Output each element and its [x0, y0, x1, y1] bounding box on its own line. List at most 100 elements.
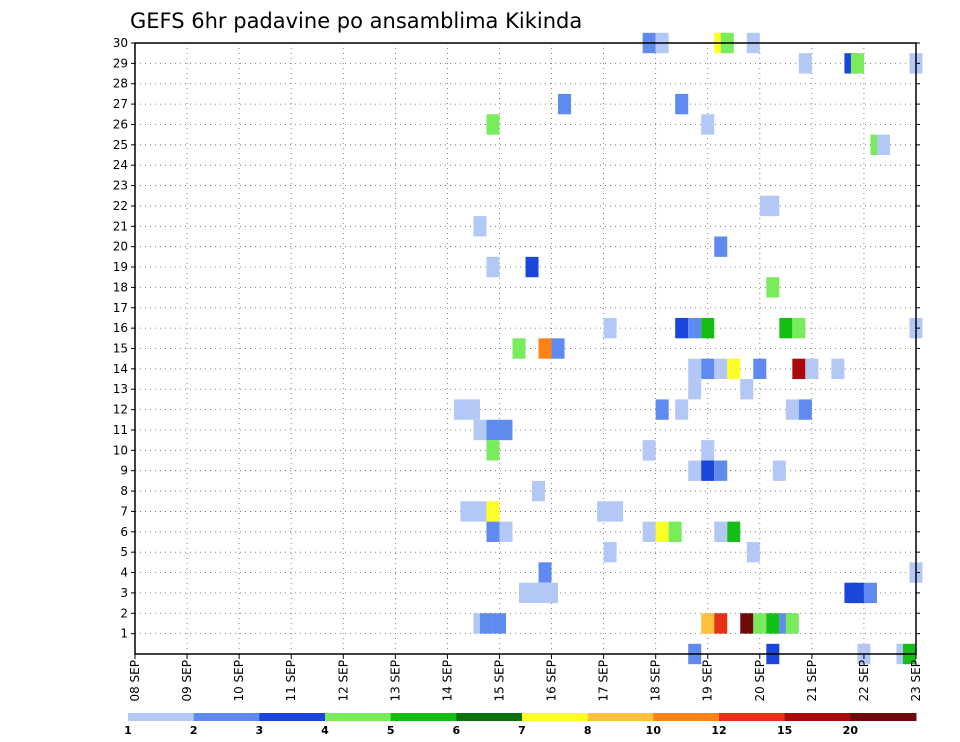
heatmap-cell — [518, 582, 533, 604]
legend-label: 3 — [256, 724, 264, 737]
heatmap-cell — [831, 358, 845, 380]
x-tick-label: 21 SEP — [805, 660, 819, 702]
legend-swatch — [456, 713, 523, 721]
heatmap-cell — [798, 399, 812, 420]
y-tick-label: 22 — [113, 199, 128, 213]
legend-label: 4 — [321, 724, 329, 737]
y-tick-label: 7 — [120, 504, 128, 518]
heatmap-cell — [642, 440, 656, 461]
heatmap-cell — [492, 613, 506, 634]
x-tick-label: 08 SEP — [128, 660, 142, 702]
heatmap-cell — [525, 256, 539, 278]
heatmap-cell — [512, 338, 526, 359]
y-tick-label: 26 — [113, 117, 128, 131]
heatmap-cell — [876, 134, 890, 156]
y-tick-label: 24 — [113, 158, 128, 172]
heatmap-cell — [772, 460, 786, 481]
color-legend: 1 2 3 4 5 6 7 8 10 12 15 20 — [124, 713, 917, 737]
heatmap-cell — [785, 399, 799, 420]
heatmap-cell — [473, 419, 487, 441]
y-tick-label: 30 — [113, 36, 128, 50]
legend-swatch — [522, 713, 589, 721]
heatmap-cell — [785, 613, 799, 634]
heatmap-cell — [603, 541, 617, 563]
heatmap-cell — [545, 582, 559, 604]
heatmap-cell — [610, 501, 624, 522]
heatmap-cell — [746, 541, 760, 563]
heatmap-cell — [792, 317, 806, 339]
heatmap-cell — [727, 521, 741, 542]
heatmap-cell — [486, 419, 500, 441]
heatmap-cell — [486, 256, 500, 278]
heatmap-cell — [766, 195, 780, 217]
heatmap-cells — [453, 32, 923, 665]
heatmap-cell — [850, 582, 864, 604]
heatmap-cell — [714, 358, 728, 380]
y-tick-label: 19 — [113, 260, 128, 274]
y-tick-label: 20 — [113, 240, 128, 254]
heatmap-cell — [688, 460, 702, 481]
heatmap-cell — [753, 613, 767, 634]
heatmap-cell — [558, 93, 572, 115]
heatmap-cell — [499, 521, 513, 542]
heatmap-cell — [532, 582, 546, 604]
heatmap-cell — [538, 338, 552, 359]
legend-swatch — [390, 713, 457, 721]
heatmap-cell — [701, 317, 715, 339]
legend-label: 2 — [190, 724, 198, 737]
legend-swatch — [653, 713, 720, 721]
heatmap-cell — [805, 358, 819, 380]
legend-swatch — [128, 713, 195, 721]
y-tick-label: 1 — [120, 627, 128, 641]
x-tick-label: 10 SEP — [232, 660, 246, 702]
heatmap-cell — [532, 480, 546, 502]
legend-label: 7 — [518, 724, 526, 737]
heatmap-cell — [486, 440, 500, 461]
x-tick-label: 22 SEP — [857, 660, 871, 702]
x-tick-label: 12 SEP — [336, 660, 350, 702]
y-tick-label: 8 — [120, 484, 128, 498]
heatmap-cell — [486, 501, 500, 522]
heatmap-cell — [850, 53, 864, 74]
y-tick-label: 5 — [120, 545, 128, 559]
legend-swatch — [259, 713, 326, 721]
legend-label: 12 — [711, 724, 726, 737]
heatmap-cell — [798, 53, 812, 74]
heatmap-cell — [701, 460, 715, 481]
y-tick-label: 25 — [113, 138, 128, 152]
legend-label: 10 — [646, 724, 662, 737]
x-axis: 08 SEP 09 SEP 10 SEP 11 SEP 12 SEP 13 SEP 14 S… — [128, 654, 923, 702]
y-axis: 1234567891011121314151617181920212223242… — [113, 36, 920, 641]
heatmap-cell — [675, 317, 689, 339]
y-tick-label: 23 — [113, 179, 128, 193]
y-tick-label: 11 — [113, 423, 128, 437]
heatmap-cell — [453, 399, 467, 420]
heatmap-cell — [753, 358, 767, 380]
y-tick-label: 29 — [113, 56, 128, 70]
heatmap-cell — [538, 562, 552, 583]
heatmap-cell — [668, 521, 682, 542]
heatmap-cell — [779, 317, 793, 339]
heatmap-cell — [486, 521, 500, 542]
y-tick-label: 16 — [113, 321, 128, 335]
x-tick-label: 17 SEP — [597, 660, 611, 702]
x-tick-label: 23 SEP — [909, 660, 923, 702]
y-tick-label: 3 — [120, 586, 128, 600]
x-tick-label: 11 SEP — [284, 660, 298, 702]
heatmap-cell — [701, 114, 715, 135]
heatmap-cell — [740, 379, 754, 400]
heatmap-cell — [727, 358, 741, 380]
x-tick-label: 09 SEP — [180, 660, 194, 702]
legend-label: 5 — [387, 724, 395, 737]
y-tick-label: 14 — [113, 362, 128, 376]
y-tick-label: 6 — [120, 525, 128, 539]
heatmap-cell — [655, 399, 669, 420]
heatmap-cell — [675, 93, 689, 115]
x-tick-label: 19 SEP — [701, 660, 715, 702]
x-tick-label: 13 SEP — [388, 660, 402, 702]
legend-swatch — [193, 713, 260, 721]
legend-label: 8 — [584, 724, 592, 737]
heatmap-cell — [642, 521, 656, 542]
heatmap-cell — [740, 613, 754, 634]
